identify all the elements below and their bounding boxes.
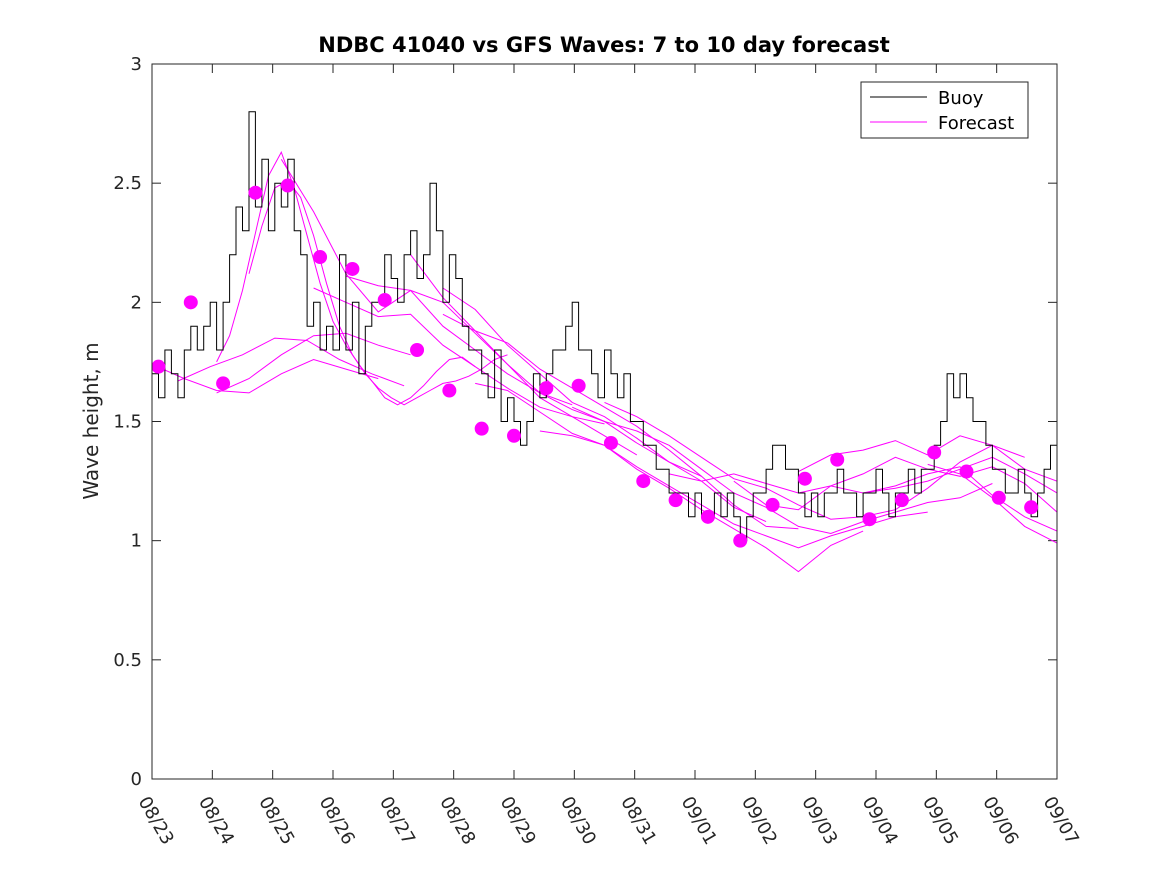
forecast-line (571, 406, 993, 535)
forecast-marker (410, 343, 425, 357)
axis-ticks (151, 63, 1058, 780)
forecast-line (152, 358, 379, 394)
forecast-marker (765, 497, 780, 512)
y-tick-labels: 0 0.5 1 1.5 2 2.5 3 (113, 54, 142, 790)
forecast-line (442, 287, 767, 523)
y-tick-label: 2 (131, 292, 142, 313)
forecast-marker (862, 512, 877, 527)
forecast-line (410, 254, 702, 477)
forecast-marker (603, 435, 618, 450)
legend-forecast-label: Forecast (938, 113, 1014, 134)
forecast-line (313, 287, 605, 425)
y-tick-label: 1 (131, 531, 142, 552)
plot-frame (151, 63, 1058, 780)
forecast-marker (571, 378, 586, 393)
forecast-marker (959, 464, 974, 479)
forecast-line (345, 275, 638, 456)
forecast-line (442, 313, 799, 530)
forecast-line (280, 159, 573, 406)
forecast-marker (830, 452, 845, 467)
forecast-line (604, 401, 1025, 520)
y-tick-label: 0 (131, 769, 142, 790)
forecast-marker (797, 471, 812, 486)
forecast-marker (345, 261, 360, 276)
forecast-marker (927, 445, 942, 460)
forecast-marker (216, 376, 231, 391)
y-tick-label: 1.5 (113, 412, 142, 433)
forecast-marker (152, 359, 166, 374)
forecast-line (216, 332, 411, 394)
forecast-marker (507, 428, 521, 443)
y-tick-label: 2.5 (113, 173, 142, 194)
buoy-line (152, 111, 1057, 542)
series-layer (152, 111, 1057, 573)
y-tick-label: 0.5 (113, 650, 142, 671)
legend-box (860, 81, 1029, 139)
forecast-marker (248, 185, 263, 200)
forecast-marker (183, 295, 198, 310)
forecast-marker (442, 383, 457, 398)
forecast-marker (539, 381, 554, 396)
forecast-marker (894, 493, 909, 508)
forecast-line (733, 456, 1057, 511)
y-tick-label: 3 (131, 54, 142, 75)
forecast-marker (700, 509, 715, 524)
forecast-line (862, 466, 1057, 532)
legend: Buoy Forecast (860, 81, 1029, 139)
forecast-marker (636, 474, 651, 489)
forecast-marker (733, 533, 748, 548)
forecast-marker (280, 178, 295, 193)
chart-title: NDBC 41040 vs GFS Waves: 7 to 10 day for… (318, 33, 889, 57)
y-axis-label: Wave height, m (79, 342, 103, 499)
forecast-line (177, 337, 405, 387)
forecast-marker (474, 421, 489, 436)
forecast-marker (313, 250, 328, 265)
forecast-marker (377, 292, 392, 307)
forecast-marker (1024, 500, 1039, 515)
forecast-marker (668, 493, 683, 508)
legend-buoy-label: Buoy (938, 88, 984, 109)
forecast-marker (991, 490, 1006, 505)
